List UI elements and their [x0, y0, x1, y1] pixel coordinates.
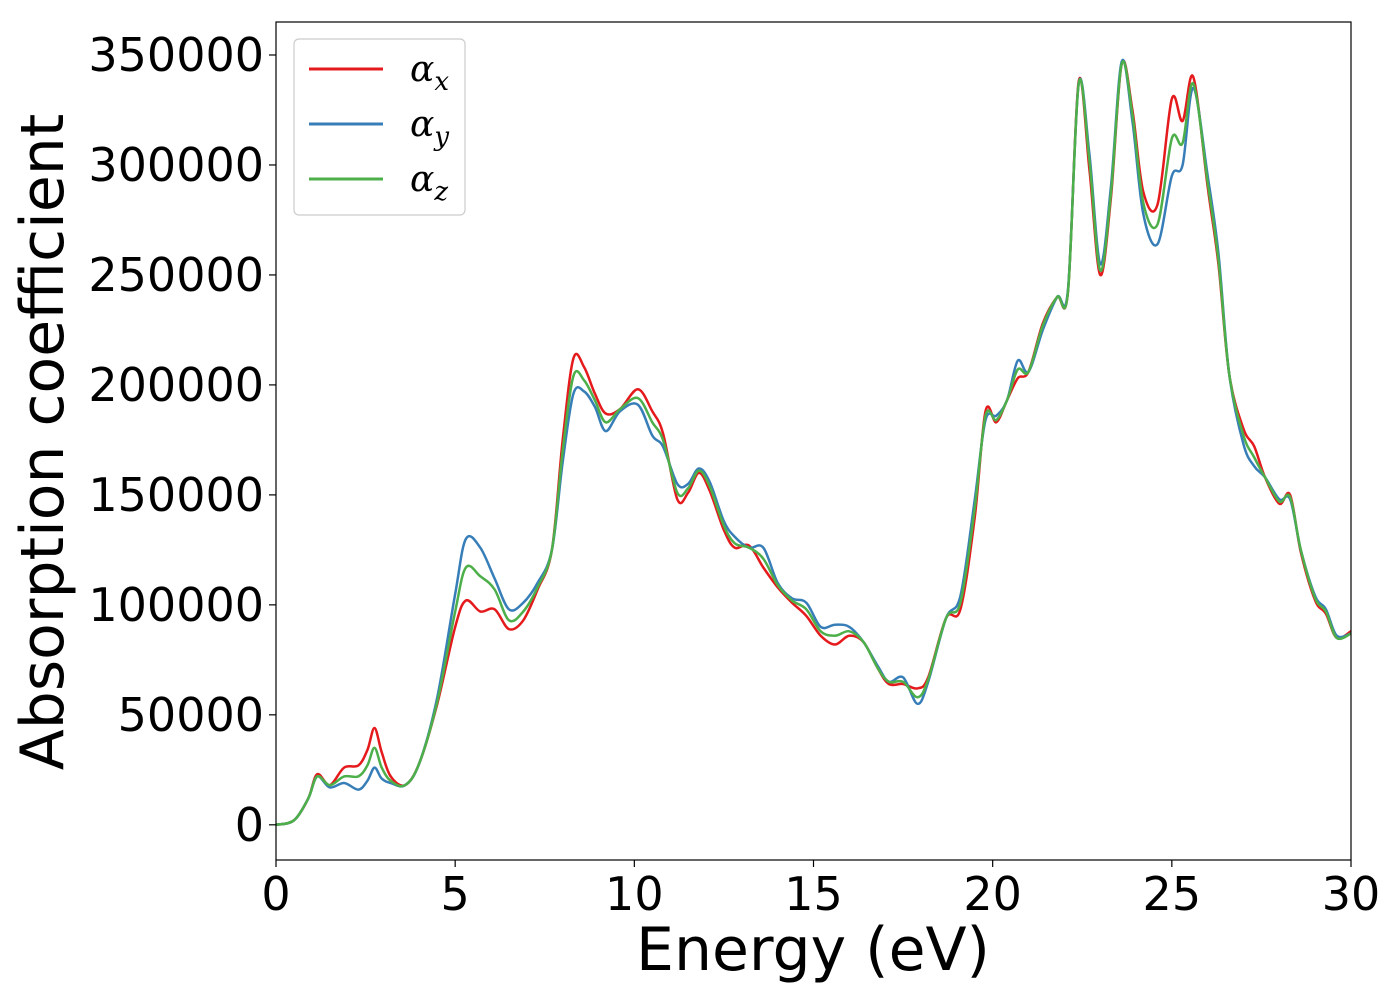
x-tick-label: 5 — [441, 867, 470, 921]
x-tick-label: 20 — [963, 867, 1022, 921]
y-tick-label: 300000 — [88, 138, 264, 192]
series-line-x — [276, 59, 1351, 827]
legend-box — [293, 38, 466, 216]
x-axis-label: Energy (eV) — [636, 915, 990, 985]
y-tick-label: 350000 — [88, 28, 264, 82]
x-tick-label: 30 — [1322, 867, 1381, 921]
series-line-y — [276, 58, 1351, 827]
x-tick-label: 15 — [784, 867, 843, 921]
y-tick-label: 0 — [235, 798, 264, 852]
x-tick-label: 0 — [261, 867, 290, 921]
y-tick-label: 100000 — [88, 578, 264, 632]
y-tick-label: 200000 — [88, 358, 264, 412]
y-axis-label: Absorption coefficient — [8, 114, 78, 771]
y-tick-label: 250000 — [88, 248, 264, 302]
x-tick-label: 25 — [1143, 867, 1202, 921]
x-axis-ticks: 0 5 10 15 20 25 30 — [261, 860, 1380, 921]
y-axis-ticks: 0 50000 100000 150000 200000 250000 300000 3500… — [88, 28, 276, 852]
x-tick-label: 10 — [605, 867, 664, 921]
y-tick-label: 50000 — [118, 688, 264, 742]
y-tick-label: 150000 — [88, 468, 264, 522]
series-line-z — [276, 60, 1351, 827]
